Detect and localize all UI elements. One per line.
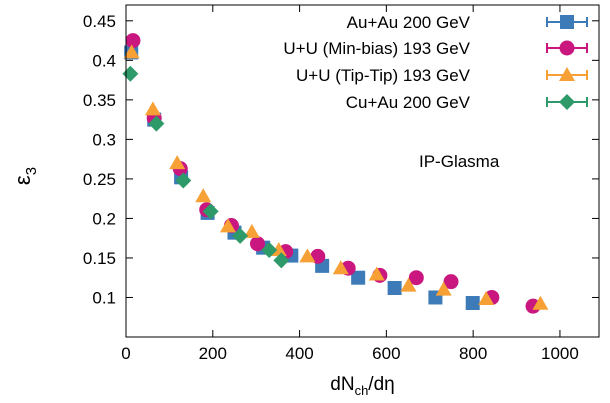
y-axis-label: ε3: [10, 167, 40, 185]
data-point: [169, 155, 186, 170]
data-point: [249, 236, 265, 252]
data-point: [443, 274, 459, 290]
data-point: [478, 291, 495, 306]
y-tick-label: 0.2: [92, 209, 116, 228]
legend-label: U+U (Tip-Tip) 193 GeV: [296, 66, 471, 85]
y-axis-label-sub: 3: [23, 167, 40, 175]
data-point: [232, 227, 249, 244]
x-tick-label: 600: [372, 344, 400, 363]
x-tick-label: 200: [199, 344, 227, 363]
legend-entry: U+U (Min-bias) 193 GeV: [283, 39, 588, 58]
data-point: [144, 101, 161, 116]
legend-entry: U+U (Tip-Tip) 193 GeV: [296, 66, 588, 85]
legend-label: Au+Au 200 GeV: [347, 13, 471, 32]
legend-entry: Cu+Au 200 GeV: [346, 93, 588, 112]
annotation: IP-Glasma: [419, 152, 500, 171]
series-triangle: [123, 44, 549, 310]
data-point: [270, 242, 287, 257]
y-tick-label: 0.45: [83, 12, 116, 31]
y-axis-label-main: ε: [10, 175, 35, 185]
data-point: [299, 248, 316, 263]
data-point: [125, 33, 141, 49]
data-point: [532, 295, 549, 310]
x-tick-label: 0: [121, 344, 130, 363]
data-point: [175, 172, 192, 189]
y-tick-label: 0.1: [92, 288, 116, 307]
x-tick-label: 400: [285, 344, 313, 363]
legend-marker: [559, 94, 575, 110]
data-point: [465, 296, 480, 311]
x-tick-label: 1000: [541, 344, 579, 363]
data-point: [219, 218, 236, 233]
x-axis-label-rest: /dη: [368, 374, 394, 395]
x-tick-label: 800: [459, 344, 487, 363]
legend: Au+Au 200 GeV U+U (Min-bias) 193 GeV U+U (…: [283, 13, 588, 112]
x-axis-label: dNch/dη: [330, 374, 394, 398]
data-point: [148, 115, 165, 132]
data-point: [408, 270, 424, 286]
data-point: [368, 266, 385, 281]
y-tick-label: 0.4: [92, 51, 116, 70]
data-marks: [122, 33, 549, 314]
data-point: [435, 281, 452, 296]
series-diamond: [122, 65, 290, 269]
data-point: [123, 44, 140, 59]
x-axis-label-sub: ch: [355, 383, 369, 398]
y-tick-label: 0.35: [83, 91, 116, 110]
y-tick-label: 0.15: [83, 249, 116, 268]
legend-label: Cu+Au 200 GeV: [346, 93, 471, 112]
legend-entry: Au+Au 200 GeV: [347, 13, 588, 32]
legend-marker: [559, 67, 575, 81]
axis-ticks: 0 200 400 600 800 1000 0.1 0.15 0.2 0.25 0.3 0.35 0.…: [83, 5, 599, 363]
legend-marker: [560, 15, 574, 29]
data-point: [202, 203, 219, 220]
data-point: [400, 277, 417, 292]
x-axis-label-main: dN: [330, 374, 354, 395]
data-point: [195, 188, 212, 203]
legend-marker: [559, 40, 575, 56]
data-point: [243, 223, 260, 238]
plot-frame: [125, 4, 600, 338]
data-point: [273, 252, 290, 269]
y-tick-label: 0.3: [92, 130, 116, 149]
data-point: [332, 260, 349, 275]
data-point: [351, 270, 366, 285]
data-point: [261, 242, 278, 259]
legend-label: U+U (Min-bias) 193 GeV: [283, 39, 470, 58]
y-tick-label: 0.25: [83, 170, 116, 189]
data-point: [387, 280, 402, 295]
